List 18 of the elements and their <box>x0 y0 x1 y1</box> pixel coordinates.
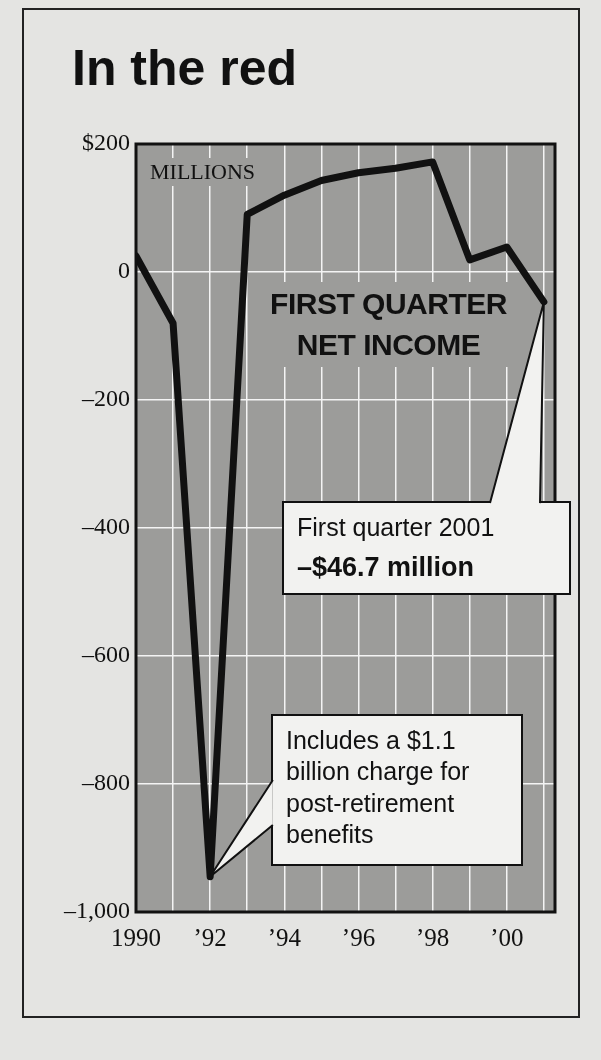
x-tick-label: ’00 <box>490 923 524 951</box>
annotation: Includes a $1.1 billion charge for post-retirement benefits <box>286 725 471 850</box>
x-tick-label: ’94 <box>267 923 302 951</box>
y-tick-label: $200 <box>82 129 130 156</box>
y-tick-label: –200 <box>81 385 130 412</box>
chart-title: In the red <box>72 40 298 96</box>
y-tick-label: –600 <box>81 641 130 668</box>
y-tick-label: –1,000 <box>63 897 130 924</box>
x-tick-label: ’98 <box>415 923 450 951</box>
y-tick-label: –400 <box>81 513 130 540</box>
x-tick-label: ’96 <box>341 923 376 951</box>
y-tick-label: –800 <box>81 769 130 796</box>
y-axis-title: MILLIONS <box>148 158 258 186</box>
annotation: First quarter 2001 –$46.7 million <box>297 512 496 585</box>
text: FIRST QUARTER NET INCOME <box>262 282 515 367</box>
x-tick-label: 1990 <box>111 923 161 951</box>
y-tick-label: 0 <box>118 257 130 284</box>
x-tick-label: ’92 <box>193 923 227 951</box>
